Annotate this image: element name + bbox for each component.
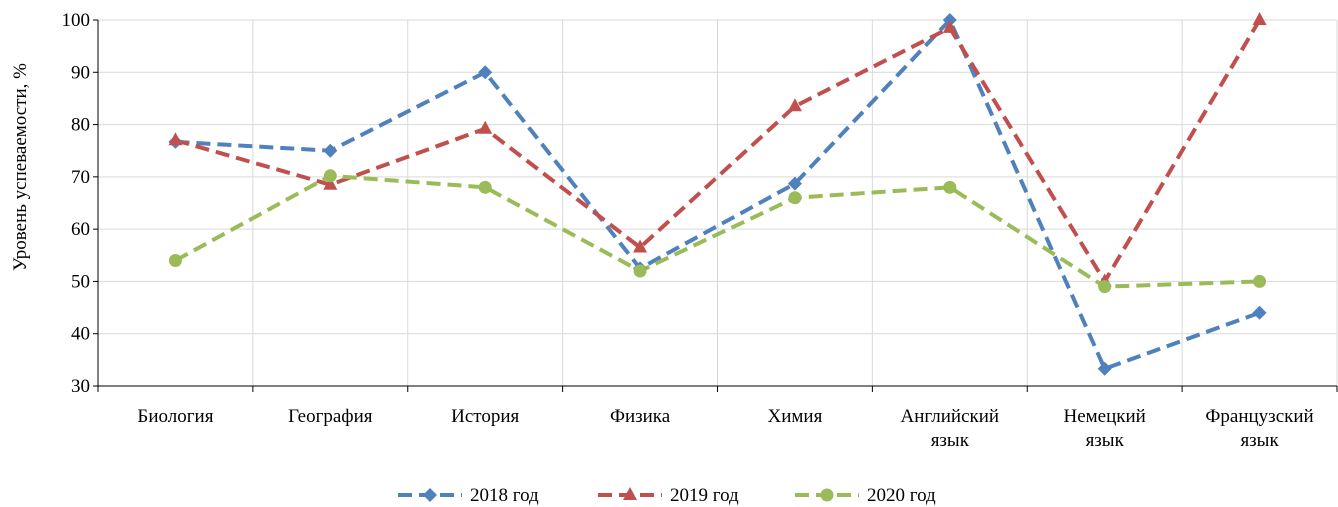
legend-marker <box>820 488 834 502</box>
data-point <box>323 169 337 183</box>
x-tick-label: Английский <box>901 406 1000 427</box>
legend-label: 2020 год <box>867 485 936 506</box>
tick-labels: 30 40 50 60 70 80 90 100 <box>62 10 91 397</box>
data-point <box>633 264 647 278</box>
y-tick-label: 70 <box>71 167 90 188</box>
data-point <box>478 65 493 80</box>
data-point <box>942 19 957 33</box>
data-point <box>1097 361 1112 376</box>
data-point <box>478 120 493 134</box>
legend: 2018 год 2019 год 2020 год <box>398 485 936 506</box>
y-axis-title: Уровень успеваемости, % <box>10 63 31 271</box>
legend-marker <box>423 488 437 502</box>
data-point <box>633 239 648 253</box>
x-tick-label: Немецкий <box>1064 406 1146 427</box>
y-tick-label: 30 <box>71 376 90 397</box>
data-point <box>323 176 338 190</box>
data-point <box>787 98 802 112</box>
legend-label: 2019 год <box>670 485 739 506</box>
x-tick-label: История <box>451 406 519 427</box>
data-point <box>478 180 492 194</box>
y-tick-label: 90 <box>71 62 90 83</box>
series-group <box>168 12 1267 376</box>
x-tick-label: География <box>288 406 373 427</box>
legend-marker <box>623 487 637 500</box>
data-point <box>1253 274 1267 288</box>
x-tick-label: Французский <box>1205 406 1313 427</box>
data-point <box>1098 280 1112 294</box>
data-point <box>788 191 802 205</box>
y-tick-label: 60 <box>71 219 90 240</box>
axes <box>93 19 1338 392</box>
gridlines <box>98 19 1338 386</box>
category-labels: Биология География История Физика Химия Англи… <box>137 406 1313 451</box>
x-tick-label: Химия <box>768 406 823 427</box>
x-tick-label: язык <box>1240 430 1279 451</box>
x-tick-label: Физика <box>610 406 671 427</box>
y-tick-label: 40 <box>71 324 90 345</box>
legend-label: 2018 год <box>470 485 539 506</box>
series-line <box>174 173 1260 289</box>
data-point <box>787 176 802 191</box>
x-tick-label: язык <box>931 430 970 451</box>
data-point <box>1252 305 1267 320</box>
data-point <box>1252 12 1267 25</box>
x-tick-label: Биология <box>137 406 213 427</box>
data-point <box>168 254 182 268</box>
data-point <box>323 143 338 158</box>
data-point <box>168 132 183 146</box>
x-tick-label: язык <box>1086 430 1125 451</box>
y-tick-label: 100 <box>62 10 91 31</box>
y-tick-label: 80 <box>71 115 90 136</box>
y-tick-label: 50 <box>71 271 90 292</box>
data-point <box>943 180 957 194</box>
